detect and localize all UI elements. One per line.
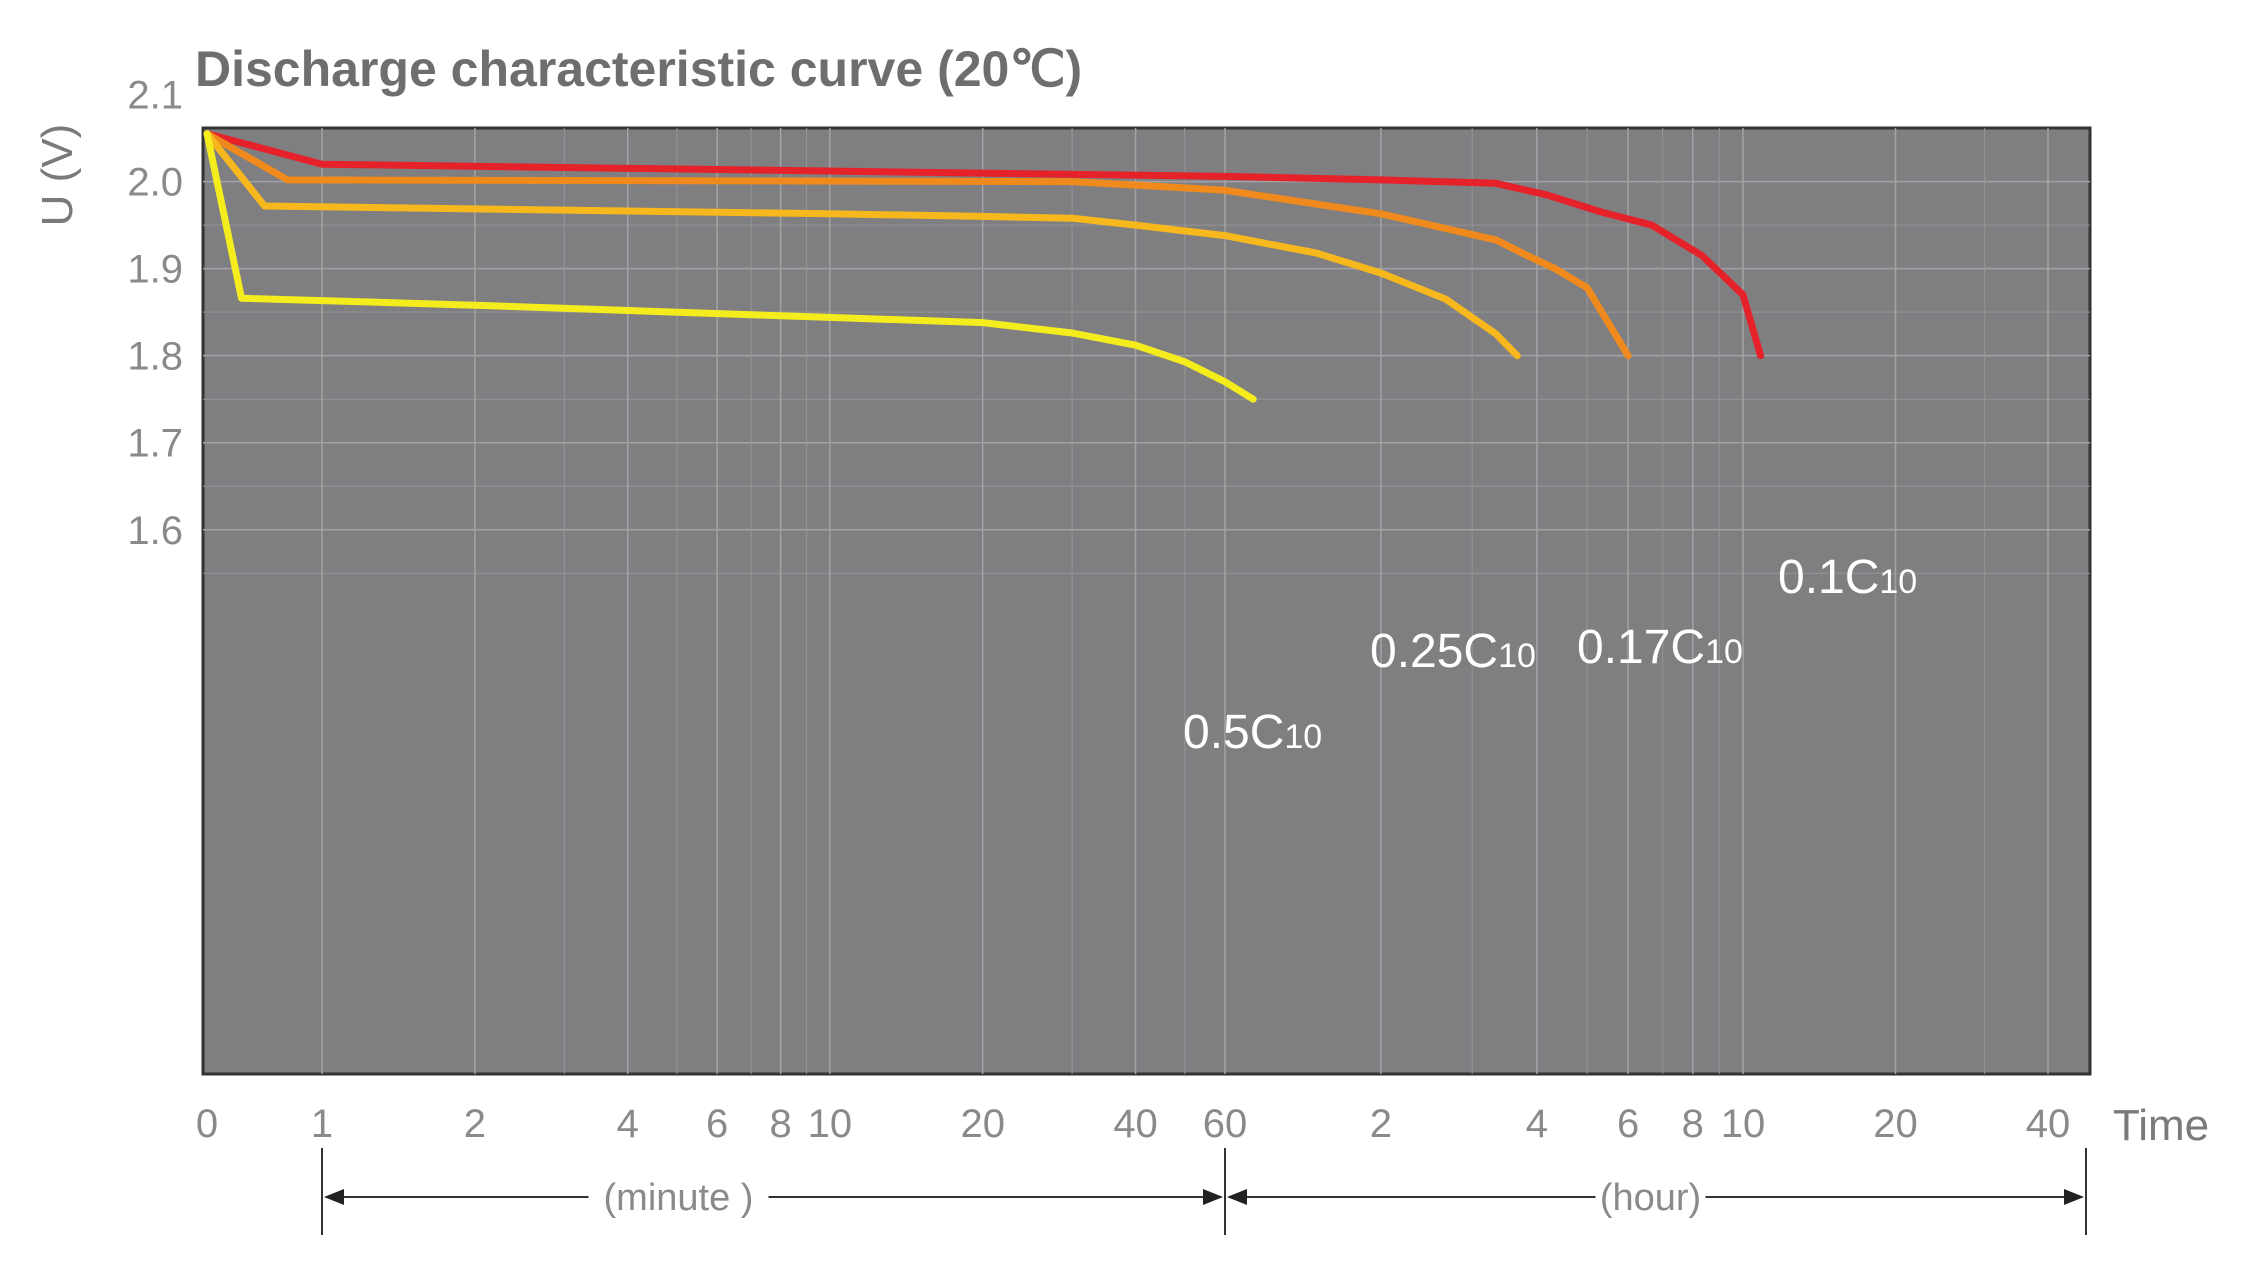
series-line-0_1C	[203, 130, 1765, 360]
series-label: 0.25C10	[1370, 625, 1536, 678]
x-tick-label: 6	[1617, 1102, 1639, 1146]
x-tick-label: 2	[1370, 1102, 1392, 1146]
x-tick-label: 0	[196, 1102, 218, 1146]
series-label: 0.17C10	[1577, 621, 1743, 674]
x-tick-label: 2	[464, 1102, 486, 1146]
x-tick-label: 40	[1113, 1102, 1158, 1146]
series-lines	[203, 130, 1765, 403]
series-line-0_5C	[203, 130, 1257, 403]
x-tick-label: 6	[706, 1102, 728, 1146]
range-arrowhead	[2064, 1189, 2084, 1205]
x-tick-label: 10	[1721, 1102, 1766, 1146]
y-tick-label: 2.1	[127, 74, 183, 118]
range-arrowhead	[324, 1189, 344, 1205]
series-label-subscript: 10	[1284, 718, 1322, 756]
series-label-name: 0.17C	[1577, 621, 1705, 674]
grid-lines	[203, 128, 2090, 1074]
series-label: 0.5C10	[1183, 706, 1322, 759]
y-tick-label: 1.7	[127, 422, 183, 466]
series-label: 0.1C10	[1778, 551, 1917, 604]
time-range-brackets: (minute ) (hour)	[321, 1148, 2087, 1235]
x-tick-label: 20	[960, 1102, 1005, 1146]
y-tick-label: 1.9	[127, 248, 183, 292]
plot-area	[201, 126, 2092, 1076]
chart-title: Discharge characteristic curve (20℃)	[195, 41, 1082, 97]
x-tick-label: 4	[1526, 1102, 1548, 1146]
x-tick-label: 10	[808, 1102, 853, 1146]
x-tick-label: 4	[617, 1102, 639, 1146]
hour-range-label: (hour)	[1600, 1177, 1701, 1219]
series-label-name: 0.25C	[1370, 625, 1498, 678]
x-tick-label: 60	[1203, 1102, 1248, 1146]
series-label-name: 0.5C	[1183, 706, 1284, 759]
x-tick-label: 8	[1682, 1102, 1704, 1146]
x-tick-label: 20	[1873, 1102, 1918, 1146]
x-axis-label: Time	[2113, 1101, 2209, 1150]
y-tick-label: 2.0	[127, 161, 183, 205]
range-arrowhead	[1203, 1189, 1223, 1205]
series-label-subscript: 10	[1498, 637, 1536, 675]
series-line-0_17C	[203, 130, 1632, 360]
x-tick-label: 40	[2026, 1102, 2071, 1146]
range-arrowhead	[1227, 1189, 1247, 1205]
y-axis-label: U (V)	[33, 124, 82, 227]
minute-range-label: (minute )	[604, 1177, 754, 1219]
series-label-subscript: 10	[1879, 563, 1917, 601]
x-tick-label: 1	[311, 1102, 333, 1146]
axis-ticks: 2.12.01.91.81.71.60 1 2 4 6 8 10 20 40 60 2 4 6 8 10 20…	[127, 74, 2070, 1146]
series-line-0_25C	[203, 130, 1521, 360]
y-tick-label: 1.6	[127, 509, 183, 553]
series-label-subscript: 10	[1705, 633, 1743, 671]
y-tick-label: 1.8	[127, 335, 183, 379]
x-tick-label: 8	[769, 1102, 791, 1146]
series-label-name: 0.1C	[1778, 551, 1879, 604]
